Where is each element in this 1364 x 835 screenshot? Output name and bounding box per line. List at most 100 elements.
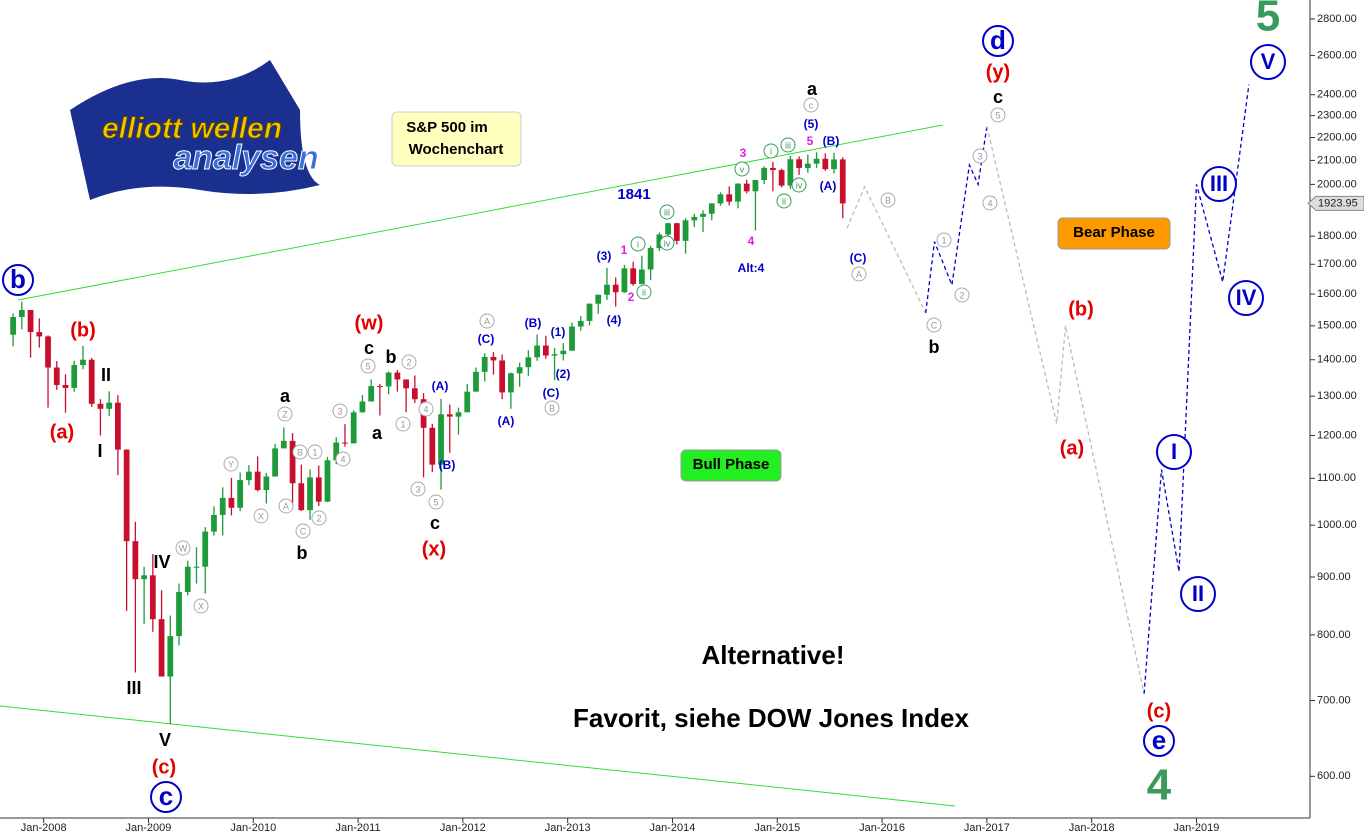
wave-circle [1201, 166, 1237, 202]
y-tick-label: 2400.00 [1317, 89, 1357, 101]
x-tick-label: Jan-2011 [336, 822, 381, 834]
wave-label: A [484, 316, 490, 326]
candle-body [10, 317, 16, 335]
candle-body [656, 234, 663, 249]
wave-circle [636, 284, 652, 300]
y-tick-label: 2100.00 [1317, 154, 1357, 166]
candle-body [342, 442, 348, 444]
wave-label: (x) [422, 538, 446, 560]
wave-label: c [159, 781, 173, 811]
candle-body [403, 379, 409, 389]
wave-circle [926, 317, 942, 333]
candle-body [499, 360, 506, 393]
wave-label: (B) [439, 458, 456, 472]
candle-body [280, 440, 287, 449]
y-tick-label: 1400.00 [1317, 354, 1357, 366]
projection-line [846, 185, 927, 314]
wave-circle [982, 25, 1014, 57]
candle-body [446, 414, 453, 417]
y-tick-label: 1200.00 [1317, 429, 1357, 441]
candle-body [228, 497, 235, 508]
wave-label: X [258, 511, 264, 521]
logo: elliott wellen analysen [70, 60, 320, 200]
y-tick-label: 1800.00 [1317, 230, 1357, 242]
wave-label: 5 [433, 497, 438, 507]
wave-label: 4 [987, 198, 992, 208]
candle-body [289, 440, 296, 484]
wave-circle [479, 313, 495, 329]
projection-line [925, 126, 988, 313]
x-tick-label: Jan-2013 [545, 822, 591, 834]
wave-label: Y [228, 459, 234, 469]
note: Alternative! [701, 640, 844, 670]
y-tick-label: 1500.00 [1317, 320, 1357, 332]
y-tick-label: 1300.00 [1317, 390, 1357, 402]
wave-circle [395, 416, 411, 432]
wave-circle [803, 97, 819, 113]
wave-label: (C) [850, 251, 867, 265]
x-tick-label: Jan-2015 [754, 822, 800, 834]
wave-label: (3) [597, 249, 612, 263]
candle-body [787, 159, 794, 186]
y-tick-label: 800.00 [1317, 629, 1351, 641]
wave-label: a [372, 423, 383, 443]
candle-body [298, 483, 305, 511]
candle-body [202, 531, 209, 567]
wave-label: (w) [355, 312, 384, 334]
wave-label: (1) [551, 325, 566, 339]
y-tick-label: 1000.00 [1317, 519, 1357, 531]
wave-label: b [10, 264, 26, 294]
wave-label: 3 [977, 151, 982, 161]
wave-circle [335, 451, 351, 467]
wave-label: 3 [740, 146, 747, 160]
wave-label: (A) [820, 179, 837, 193]
candle-body [822, 158, 829, 170]
wave-label: 2 [628, 290, 635, 304]
wave-label: 2 [316, 513, 321, 523]
x-tick-label: Jan-2009 [126, 822, 172, 834]
wave-label: ii [782, 196, 786, 206]
candle-body [115, 402, 121, 450]
candle-body [481, 356, 488, 372]
wave-circle [278, 498, 294, 514]
x-tick-label: Jan-2012 [440, 822, 486, 834]
candle-body [176, 591, 182, 637]
wave-label: ii [642, 287, 646, 297]
wave-circle [193, 598, 209, 614]
x-tick-label: Jan-2019 [1174, 822, 1220, 834]
candle-body [254, 471, 261, 491]
wave-circle [880, 192, 896, 208]
wave-circle [1156, 434, 1192, 470]
wave-circle [544, 400, 560, 416]
count-label: 1841 [617, 186, 650, 203]
wave-circle [418, 401, 434, 417]
wave-circle [1228, 280, 1264, 316]
candle-body [569, 326, 575, 351]
wave-circle [428, 494, 444, 510]
candle-body [350, 412, 357, 444]
wave-label: a [280, 386, 291, 406]
wave-label: iv [664, 238, 671, 248]
wave-label: b [386, 347, 397, 367]
wave-circle [295, 523, 311, 539]
wave-label: II [101, 365, 111, 385]
wave-label: c [993, 87, 1003, 107]
wave-label: iii [664, 207, 670, 217]
candle-body [534, 345, 540, 358]
candle-body [132, 541, 139, 580]
candle-body [595, 294, 602, 304]
candle-body [193, 566, 200, 568]
candle-body [333, 442, 340, 461]
trend-line [0, 705, 956, 807]
candle-body [708, 203, 715, 214]
wave-label: iii [785, 140, 791, 150]
wave-circle [277, 406, 293, 422]
candle-body [813, 158, 820, 164]
wave-circle [851, 266, 867, 282]
projection-line [986, 126, 1145, 694]
wave-label: 5 [1256, 0, 1280, 41]
candle-body [604, 284, 610, 295]
wave-label: (5) [804, 117, 819, 131]
wave-circle [1143, 725, 1175, 757]
wave-circle [1250, 44, 1286, 80]
